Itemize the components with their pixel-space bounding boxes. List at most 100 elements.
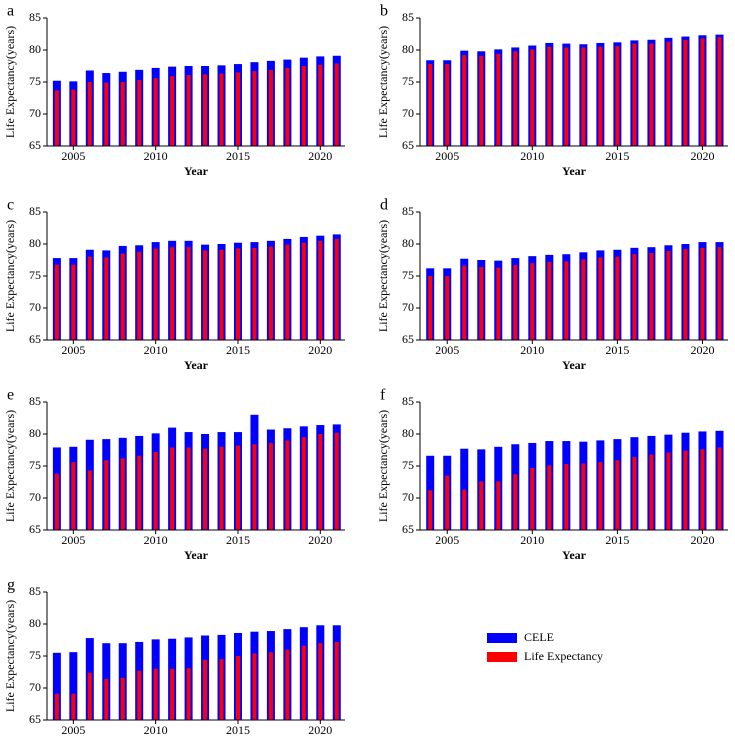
panel: g 65 70 75 80 85 2005 2010 2015 2020 Year Life Expe… xyxy=(3,577,345,741)
y-tick-label: 85 xyxy=(402,10,414,24)
bar xyxy=(137,670,142,720)
bar xyxy=(683,249,688,340)
bar xyxy=(530,263,535,340)
x-tick-label: 2005 xyxy=(435,533,459,547)
bar xyxy=(54,264,59,340)
bar xyxy=(120,677,125,720)
bar xyxy=(666,251,671,340)
x-tick-label: 2005 xyxy=(61,343,85,357)
y-tick-label: 80 xyxy=(29,42,41,56)
y-tick-label: 80 xyxy=(402,42,414,56)
y-tick-label: 75 xyxy=(29,74,41,88)
bar xyxy=(318,240,323,340)
bar xyxy=(71,89,76,146)
bar xyxy=(428,64,433,146)
x-tick-label: 2020 xyxy=(690,149,714,163)
bar xyxy=(252,444,257,530)
x-tick-label: 2015 xyxy=(605,533,629,547)
bar xyxy=(186,668,191,720)
y-tick-label: 85 xyxy=(402,394,414,408)
bar xyxy=(137,80,142,146)
bar xyxy=(252,71,257,146)
bar xyxy=(479,481,484,530)
bar xyxy=(71,693,76,720)
bar xyxy=(428,490,433,530)
x-axis-title: Year xyxy=(184,738,209,741)
y-axis-title: Life Expectancy(years) xyxy=(3,410,17,522)
bar xyxy=(428,276,433,340)
bar xyxy=(170,668,175,720)
panel: a 65 70 75 80 85 2005 2010 2015 2020 Year Life Expe… xyxy=(3,3,345,178)
x-tick-label: 2015 xyxy=(226,533,250,547)
bar xyxy=(615,460,620,530)
bar xyxy=(301,242,306,340)
bar xyxy=(104,460,109,530)
bar xyxy=(153,248,158,340)
bar xyxy=(460,448,469,530)
bar xyxy=(717,447,722,530)
x-tick-label: 2005 xyxy=(61,533,85,547)
bar xyxy=(717,37,722,147)
bar xyxy=(203,250,208,340)
bar xyxy=(717,247,722,340)
bar xyxy=(203,659,208,720)
bar xyxy=(235,72,240,146)
bar xyxy=(137,455,142,530)
bar xyxy=(252,653,257,720)
bar xyxy=(513,51,518,146)
x-axis-title: Year xyxy=(562,358,587,372)
bar xyxy=(235,656,240,720)
bar xyxy=(598,462,603,530)
panel: c 65 70 75 80 85 2005 2010 2015 2020 Year Life Expe… xyxy=(3,197,345,372)
panel-label: d xyxy=(380,197,388,214)
y-tick-label: 85 xyxy=(29,204,41,218)
y-tick-label: 70 xyxy=(402,490,414,504)
x-tick-label: 2015 xyxy=(226,723,250,737)
bar xyxy=(564,47,569,146)
bar xyxy=(581,463,586,530)
bar xyxy=(153,78,158,146)
y-tick-label: 65 xyxy=(402,332,414,346)
bar xyxy=(632,457,637,530)
bar xyxy=(137,251,142,340)
bar xyxy=(87,256,92,340)
bar xyxy=(71,462,76,530)
bar xyxy=(530,49,535,146)
bar xyxy=(235,248,240,340)
y-tick-label: 85 xyxy=(29,394,41,408)
legend-label: Life Expectancy xyxy=(524,649,603,663)
bar xyxy=(479,55,484,147)
bar xyxy=(87,82,92,146)
bar xyxy=(445,276,450,340)
bar xyxy=(683,39,688,147)
panel: f 65 70 75 80 85 2005 2010 2015 2020 Year Life Expe… xyxy=(376,387,728,562)
x-tick-label: 2010 xyxy=(520,149,544,163)
y-axis-title: Life Expectancy(years) xyxy=(376,410,390,522)
bar xyxy=(581,259,586,340)
y-tick-label: 85 xyxy=(402,204,414,218)
bar xyxy=(268,442,273,530)
y-tick-label: 85 xyxy=(29,10,41,24)
x-axis-title: Year xyxy=(184,548,209,562)
panel-label: g xyxy=(7,577,15,594)
y-tick-label: 65 xyxy=(29,138,41,152)
bar xyxy=(153,451,158,530)
y-tick-label: 75 xyxy=(29,648,41,662)
bar xyxy=(186,247,191,340)
bar xyxy=(496,267,501,340)
bar xyxy=(186,74,191,146)
bar xyxy=(462,265,467,340)
x-tick-label: 2015 xyxy=(226,149,250,163)
bar xyxy=(318,434,323,530)
y-tick-label: 75 xyxy=(29,268,41,282)
bar xyxy=(445,64,450,146)
x-axis-title: Year xyxy=(184,164,209,178)
bar xyxy=(632,254,637,340)
bar xyxy=(513,474,518,530)
bar xyxy=(87,470,92,530)
bar xyxy=(285,649,290,720)
bar xyxy=(268,246,273,340)
bar xyxy=(581,47,586,146)
x-axis-title: Year xyxy=(562,164,587,178)
bar xyxy=(170,247,175,340)
